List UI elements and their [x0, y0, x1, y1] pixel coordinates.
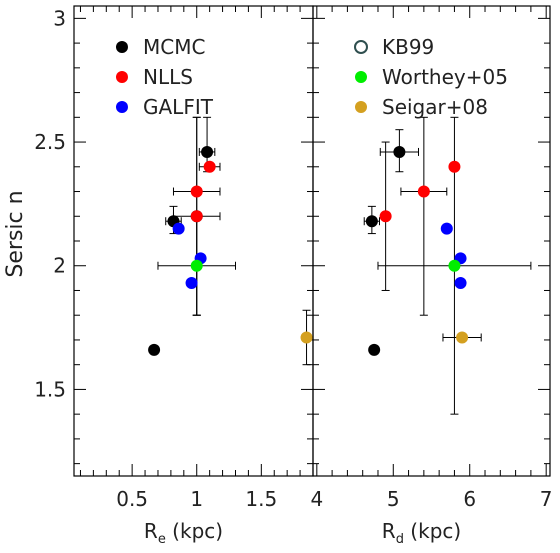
legend-marker: [116, 71, 128, 83]
galfit-point: [454, 277, 467, 290]
nlls-point: [417, 185, 430, 198]
seigar-08-point: [456, 331, 469, 344]
mcmc-point: [148, 343, 161, 356]
nlls-point: [379, 210, 392, 223]
x-tick-label: 7: [540, 487, 553, 511]
legend-label: NLLS: [143, 65, 193, 89]
x-axis-label: Rd (kpc): [382, 519, 461, 547]
x-tick-label: 1.5: [245, 487, 277, 511]
mcmc-point: [201, 145, 214, 158]
legend-marker: [355, 101, 367, 113]
x-tick-label: 0.5: [116, 487, 148, 511]
y-tick-label: 2.5: [34, 130, 66, 154]
left-panel: 0.5 1 1.5 1.5 2 2.5 3 Re (kpc) MCMC NLLS GALFIT: [34, 5, 314, 547]
y-tick-label: 2: [53, 254, 66, 278]
seigar-08-point: [300, 331, 313, 344]
x-tick-label: 1: [190, 487, 203, 511]
mcmc-point: [368, 343, 381, 356]
y-tick-label: 3: [53, 6, 66, 30]
worthey-05-point: [448, 259, 461, 272]
mcmc-point: [365, 215, 378, 228]
nlls-point: [190, 210, 203, 223]
plot-frame: [73, 5, 314, 477]
right-panel: 4 5 6 7 Rd (kpc) KB99 Worthey+05 Seigar+08: [310, 5, 553, 547]
nlls-point: [203, 160, 216, 173]
legend-label: Worthey+05: [382, 65, 508, 89]
galfit-point: [172, 222, 185, 235]
y-tick-label: 1.5: [34, 377, 66, 401]
x-tick-label: 6: [463, 487, 476, 511]
x-tick-label: 4: [310, 487, 323, 511]
x-axis-label: Re (kpc): [144, 519, 223, 547]
legend-label: GALFIT: [143, 95, 214, 119]
galfit-point: [440, 222, 453, 235]
nlls-point: [190, 185, 203, 198]
mcmc-point: [393, 145, 406, 158]
worthey-05-point: [190, 259, 203, 272]
nlls-point: [448, 160, 461, 173]
legend-marker: [116, 41, 128, 53]
x-tick-label: 5: [387, 487, 400, 511]
galfit-point: [185, 277, 198, 290]
legend-marker: [355, 71, 367, 83]
legend-marker: [116, 101, 128, 113]
legend-marker: [354, 40, 368, 54]
legend-label: Seigar+08: [382, 95, 488, 119]
y-axis-label: Sersic n: [3, 190, 28, 277]
legend-label: KB99: [382, 35, 434, 59]
legend-label: MCMC: [143, 35, 205, 59]
